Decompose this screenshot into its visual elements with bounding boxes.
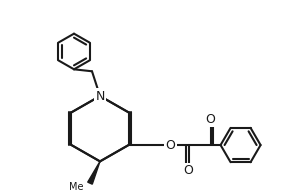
Text: N: N bbox=[95, 90, 105, 102]
Text: O: O bbox=[184, 164, 194, 177]
Polygon shape bbox=[88, 161, 100, 184]
Text: O: O bbox=[206, 113, 216, 126]
Text: Me: Me bbox=[69, 182, 84, 192]
Text: O: O bbox=[166, 139, 176, 152]
